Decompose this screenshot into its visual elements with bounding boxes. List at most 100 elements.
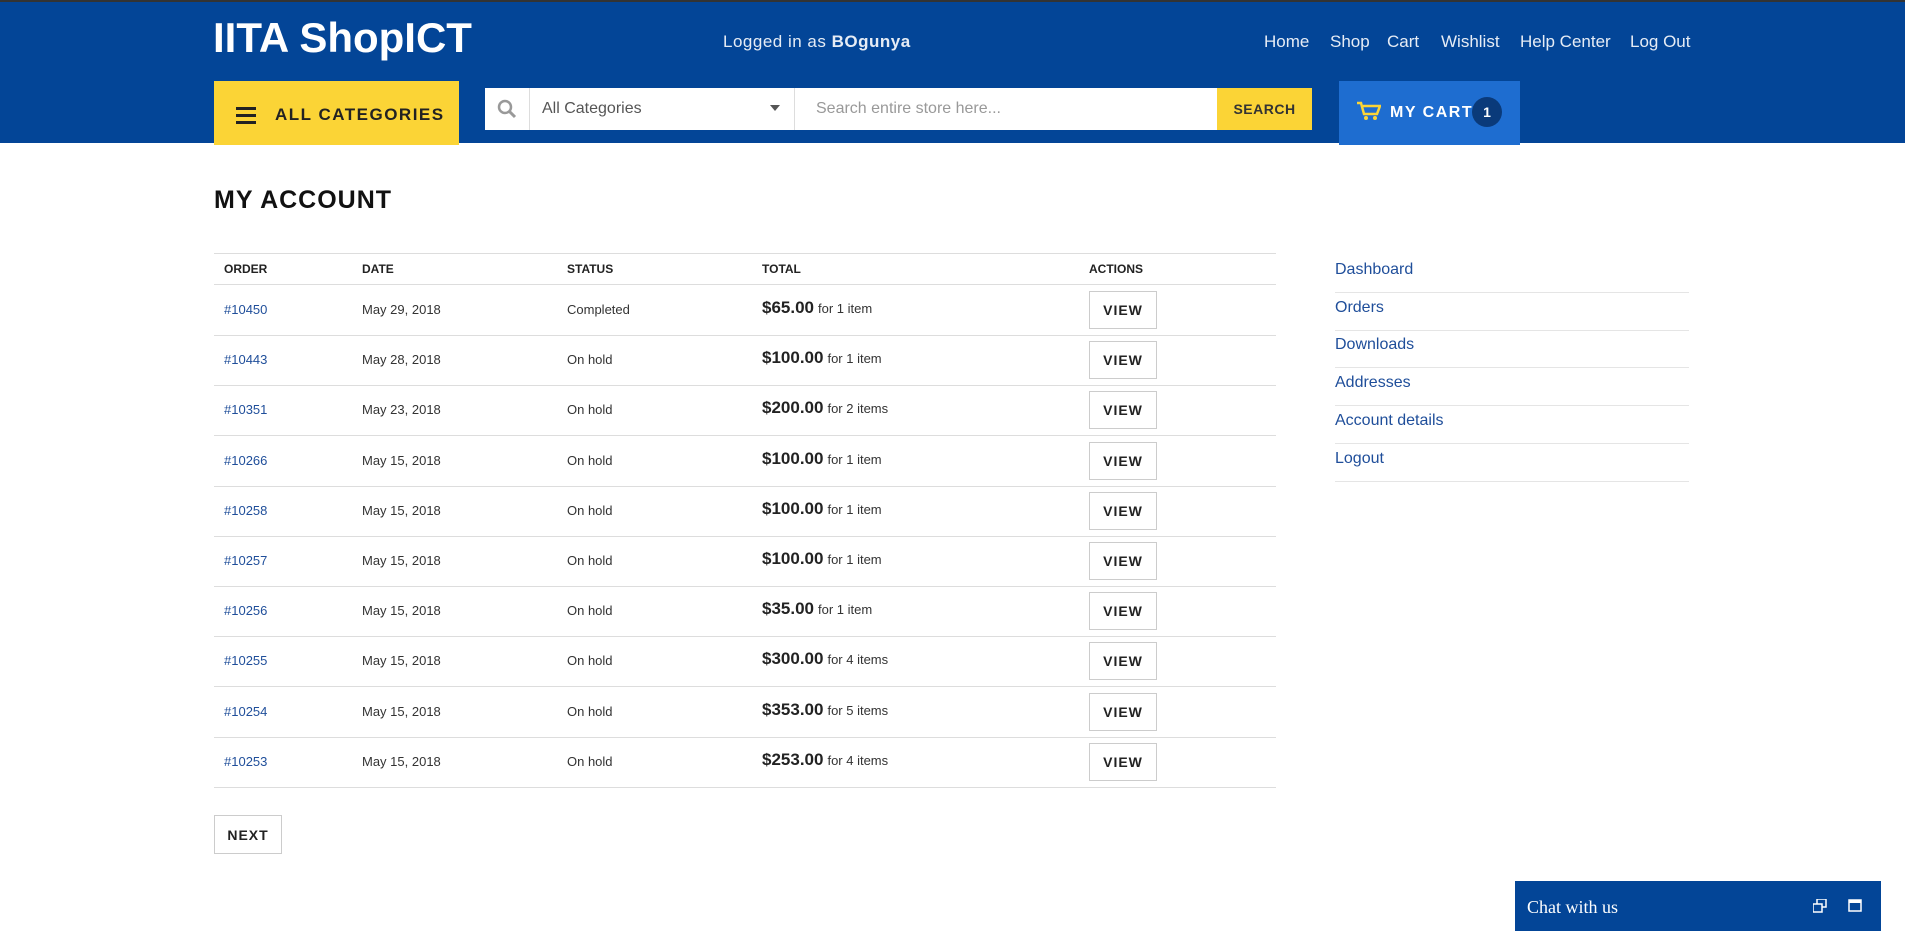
view-button[interactable]: VIEW <box>1089 642 1157 681</box>
orders-table: ORDER DATE STATUS TOTAL ACTIONS #10450 May 29… <box>214 253 1276 788</box>
sidebar-link[interactable]: Orders <box>1335 293 1689 331</box>
order-status: On hold <box>567 402 613 418</box>
order-link[interactable]: #10254 <box>224 703 268 719</box>
table-header: ORDER DATE STATUS TOTAL ACTIONS <box>214 254 1276 285</box>
order-total: $200.00 for 2 items <box>762 398 888 418</box>
view-button[interactable]: VIEW <box>1089 542 1157 580</box>
total-items: for 1 item <box>818 602 873 618</box>
order-row: #10258 May 15, 2018 On hold $100.00 for 1 it… <box>214 486 1276 537</box>
order-link[interactable]: #10257 <box>224 553 268 568</box>
order-row: #10257 May 15, 2018 On hold $100.00 for 1 it… <box>214 536 1276 587</box>
order-total: $100.00 for 1 item <box>762 449 882 469</box>
order-date: May 23, 2018 <box>362 402 441 418</box>
order-link[interactable]: #10443 <box>224 352 268 368</box>
search-input[interactable]: Search entire store here... <box>816 100 1001 117</box>
order-link[interactable]: #10450 <box>224 302 268 317</box>
total-items: for 1 item <box>827 552 882 567</box>
order-total: $65.00 for 1 item <box>762 298 872 318</box>
order-row: #10253 May 15, 2018 On hold $253.00 for 4 it… <box>214 737 1276 788</box>
total-amount: $300.00 <box>762 649 824 669</box>
nav-link[interactable]: Wishlist <box>1441 32 1500 51</box>
search-bar: All Categories Search entire store here.… <box>485 88 1312 130</box>
sidebar-link[interactable]: Logout <box>1335 444 1689 482</box>
view-button[interactable]: VIEW <box>1089 742 1157 781</box>
search-button[interactable]: SEARCH <box>1217 88 1312 130</box>
all-categories[interactable]: ALL CATEGORIES <box>214 81 459 145</box>
total-amount: $100.00 <box>762 549 824 568</box>
chat-label: Chat with us <box>1527 897 1619 917</box>
order-date: May 15, 2018 <box>362 553 441 568</box>
order-date: May 29, 2018 <box>362 302 441 317</box>
order-link[interactable]: #10255 <box>224 653 268 669</box>
order-row: #10266 May 15, 2018 On hold $100.00 for 1 it… <box>214 436 1276 487</box>
order-total: $100.00 for 1 item <box>762 549 882 569</box>
view-button[interactable]: VIEW <box>1089 441 1157 480</box>
sidebar-link[interactable]: Addresses <box>1335 368 1689 407</box>
column-header: ACTIONS <box>1089 262 1143 276</box>
nav-link[interactable]: Help Center <box>1520 32 1611 51</box>
logo[interactable]: IITA ShopICT <box>213 14 472 61</box>
total-items: for 4 items <box>827 752 889 768</box>
view-button[interactable]: VIEW <box>1089 341 1157 380</box>
total-amount: $100.00 <box>762 348 824 368</box>
total-amount: $35.00 <box>762 599 814 619</box>
my-cart[interactable]: MY CART 1 <box>1339 81 1520 145</box>
view-button[interactable]: VIEW <box>1089 391 1157 430</box>
total-amount: $100.00 <box>762 448 824 468</box>
order-status: On hold <box>567 603 613 619</box>
order-link[interactable]: #10253 <box>224 753 268 769</box>
order-status: On hold <box>567 753 613 769</box>
sidebar-link[interactable]: Downloads <box>1335 330 1689 369</box>
order-status: On hold <box>567 553 613 568</box>
header: IITA ShopICT Logged in as BOgunya Home Sh… <box>0 0 1905 145</box>
order-link[interactable]: #10351 <box>224 402 268 418</box>
order-date: May 28, 2018 <box>362 352 441 368</box>
nav-link[interactable]: Log Out <box>1630 32 1691 51</box>
login-prefix: Logged in as <box>723 32 827 51</box>
category-select[interactable]: All Categories <box>529 88 795 130</box>
order-link[interactable]: #10258 <box>224 502 268 518</box>
order-total: $353.00 for 5 items <box>762 700 888 720</box>
chat-widget[interactable]: Chat with us <box>1515 881 1881 931</box>
total-items: for 1 item <box>827 501 882 517</box>
order-status: On hold <box>567 502 613 518</box>
view-button[interactable]: VIEW <box>1089 291 1157 329</box>
order-link[interactable]: #10266 <box>224 452 268 468</box>
menu-icon <box>236 107 256 124</box>
order-date: May 15, 2018 <box>362 502 441 518</box>
next-button[interactable]: NEXT <box>214 815 282 854</box>
nav-link[interactable]: Shop <box>1330 32 1370 51</box>
order-link[interactable]: #10256 <box>224 603 268 619</box>
total-amount: $353.00 <box>762 699 824 719</box>
total-items: for 1 item <box>827 451 882 467</box>
total-amount: $100.00 <box>762 498 824 518</box>
sidebar-link[interactable]: Dashboard <box>1335 255 1689 293</box>
order-total: $300.00 for 4 items <box>762 649 888 669</box>
chat-controls[interactable] <box>1813 899 1863 913</box>
view-button[interactable]: VIEW <box>1089 692 1157 731</box>
order-total: $100.00 for 1 item <box>762 499 882 519</box>
cart-label: MY CART <box>1390 104 1474 121</box>
order-status: On hold <box>567 653 613 669</box>
order-total: $100.00 for 1 item <box>762 348 882 368</box>
caret <box>770 105 780 111</box>
order-status: On hold <box>567 452 613 468</box>
view-button[interactable]: VIEW <box>1089 491 1157 530</box>
nav-link[interactable]: Cart <box>1387 32 1420 51</box>
order-date: May 15, 2018 <box>362 703 441 719</box>
column-header: TOTAL <box>762 262 801 276</box>
cart-icon <box>1357 101 1381 120</box>
page-title: MY ACCOUNT <box>214 186 393 214</box>
column-header: ORDER <box>224 262 268 276</box>
cart-count: 1 <box>1472 97 1502 127</box>
order-status: On hold <box>567 703 613 719</box>
login-status: Logged in as BOgunya <box>723 32 911 52</box>
view-button[interactable]: VIEW <box>1089 592 1157 631</box>
order-date: May 15, 2018 <box>362 753 441 769</box>
nav-link[interactable]: Home <box>1264 32 1310 51</box>
total-amount: $200.00 <box>762 398 824 418</box>
order-date: May 15, 2018 <box>362 452 441 468</box>
sidebar-link[interactable]: Account details <box>1335 406 1689 444</box>
order-total: $35.00 for 1 item <box>762 599 872 619</box>
